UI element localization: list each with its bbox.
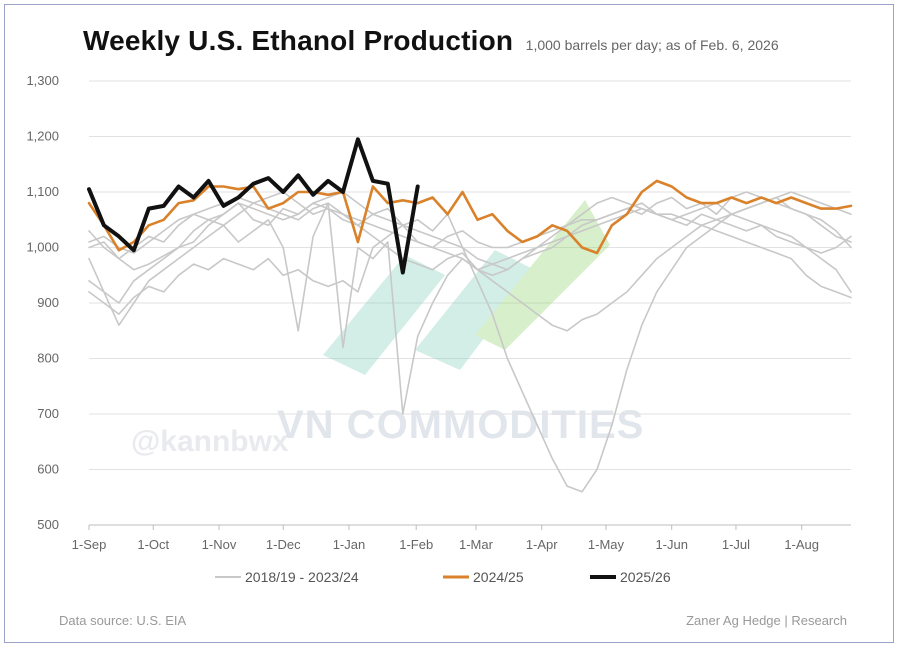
chart-title: Weekly U.S. Ethanol Production — [83, 25, 514, 56]
series-line-historical-2 — [88, 202, 852, 304]
y-tick-label: 1,000 — [26, 240, 59, 255]
x-tick-label: 1-May — [588, 537, 625, 552]
x-tick-label: 1-Jun — [655, 537, 688, 552]
title-row: Weekly U.S. Ethanol Production 1,000 bar… — [83, 25, 779, 57]
x-tick-label: 1-Jan — [333, 537, 366, 552]
y-tick-label: 1,100 — [26, 184, 59, 199]
legend-label: 2024/25 — [473, 569, 524, 585]
x-tick-label: 1-Nov — [202, 537, 237, 552]
series-line-historical-4 — [88, 191, 852, 299]
data-source: Data source: U.S. EIA — [59, 613, 187, 628]
x-tick-label: 1-Mar — [459, 537, 494, 552]
line-chart: 500 600 700 800 900 1,000 1,100 1,200 1,300 1-Se… — [26, 73, 853, 585]
y-tick-label: 1,300 — [26, 73, 59, 88]
series-lines — [87, 137, 853, 493]
x-axis-ticks: 1-Sep 1-Oct 1-Nov 1-Dec 1-Jan 1-Feb 1-Mar 1-Apr… — [72, 524, 851, 552]
x-tick-label: 1-Jul — [722, 537, 750, 552]
legend-label: 2018/19 - 2023/24 — [245, 569, 359, 585]
legend: 2018/19 - 2023/24 2024/25 2025/26 — [215, 569, 671, 585]
series-line-202526 — [87, 137, 420, 275]
y-tick-label: 600 — [37, 462, 59, 477]
y-tick-label: 800 — [37, 351, 59, 366]
y-tick-label: 1,200 — [26, 129, 59, 144]
y-axis-ticks: 500 600 700 800 900 1,000 1,100 1,200 1,300 — [26, 73, 59, 532]
chart-subtitle: 1,000 barrels per day; as of Feb. 6, 202… — [525, 37, 779, 53]
legend-label: 2025/26 — [620, 569, 671, 585]
x-tick-label: 1-Aug — [784, 537, 819, 552]
y-tick-label: 500 — [37, 517, 59, 532]
series-line-202425 — [87, 179, 853, 255]
x-tick-label: 1-Dec — [266, 537, 301, 552]
x-tick-label: 1-Feb — [399, 537, 433, 552]
chart-frame: Weekly U.S. Ethanol Production 1,000 bar… — [4, 4, 894, 643]
x-tick-label: 1-Apr — [526, 537, 558, 552]
watermark-logo-icon — [323, 200, 610, 375]
x-tick-label: 1-Sep — [72, 537, 107, 552]
watermark-handle: @kannbwx — [131, 425, 289, 458]
credit: Zaner Ag Hedge | Research — [686, 613, 847, 628]
series-line-historical-3 — [88, 202, 852, 315]
y-tick-label: 900 — [37, 295, 59, 310]
series-line-historical-5 — [88, 191, 852, 332]
watermark-text: VN COMMODITIES — [277, 403, 645, 447]
y-tick-label: 700 — [37, 406, 59, 421]
x-tick-label: 1-Oct — [137, 537, 169, 552]
